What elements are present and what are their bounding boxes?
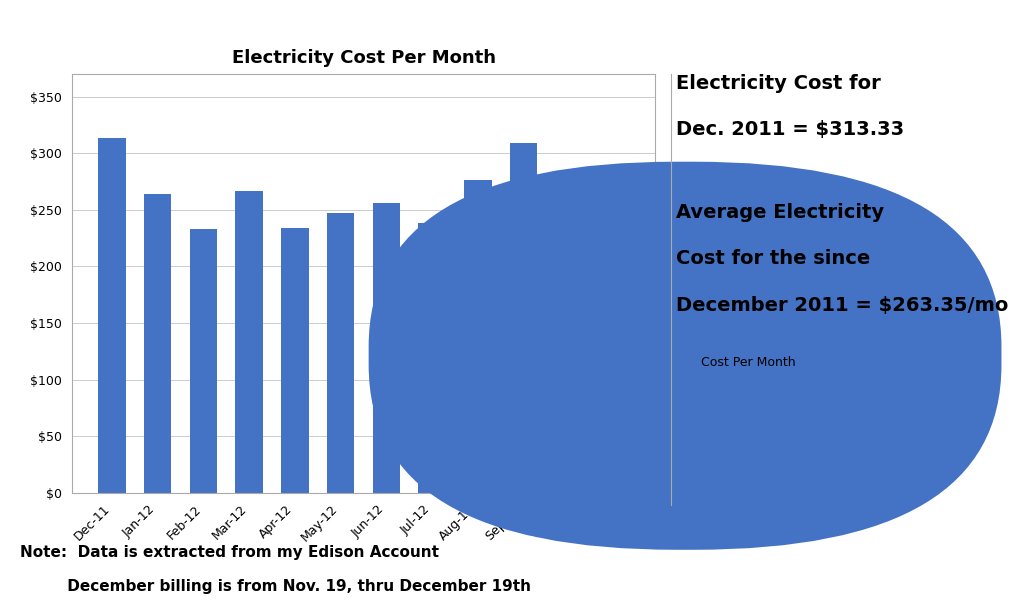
Text: Cost Per Month: Cost Per Month — [701, 355, 796, 369]
Bar — [373, 203, 400, 493]
Text: December billing is from Nov. 19, thru December 19th: December billing is from Nov. 19, thru D… — [20, 579, 531, 594]
Bar — [556, 210, 583, 493]
Text: Electricity Cost for: Electricity Cost for — [676, 74, 881, 93]
Bar — [327, 213, 354, 493]
Bar — [601, 185, 629, 493]
Bar — [419, 224, 445, 493]
Bar — [282, 228, 308, 493]
Bar — [144, 194, 171, 493]
Text: Dec. 2011 = $313.33: Dec. 2011 = $313.33 — [676, 120, 904, 139]
Text: Cost for the since: Cost for the since — [676, 249, 870, 269]
Text: Note:  Data is extracted from my Edison Account: Note: Data is extracted from my Edison A… — [20, 545, 439, 560]
Text: Average Electricity: Average Electricity — [676, 203, 884, 222]
Bar — [189, 229, 217, 493]
Text: December 2011 = $263.35/mo: December 2011 = $263.35/mo — [676, 296, 1009, 315]
Bar — [464, 180, 492, 493]
Title: Electricity Cost Per Month: Electricity Cost Per Month — [231, 49, 496, 67]
Bar — [236, 190, 263, 493]
Bar — [510, 143, 538, 493]
Legend: Cost Per Month: Cost Per Month — [510, 455, 637, 478]
Bar — [98, 138, 126, 493]
